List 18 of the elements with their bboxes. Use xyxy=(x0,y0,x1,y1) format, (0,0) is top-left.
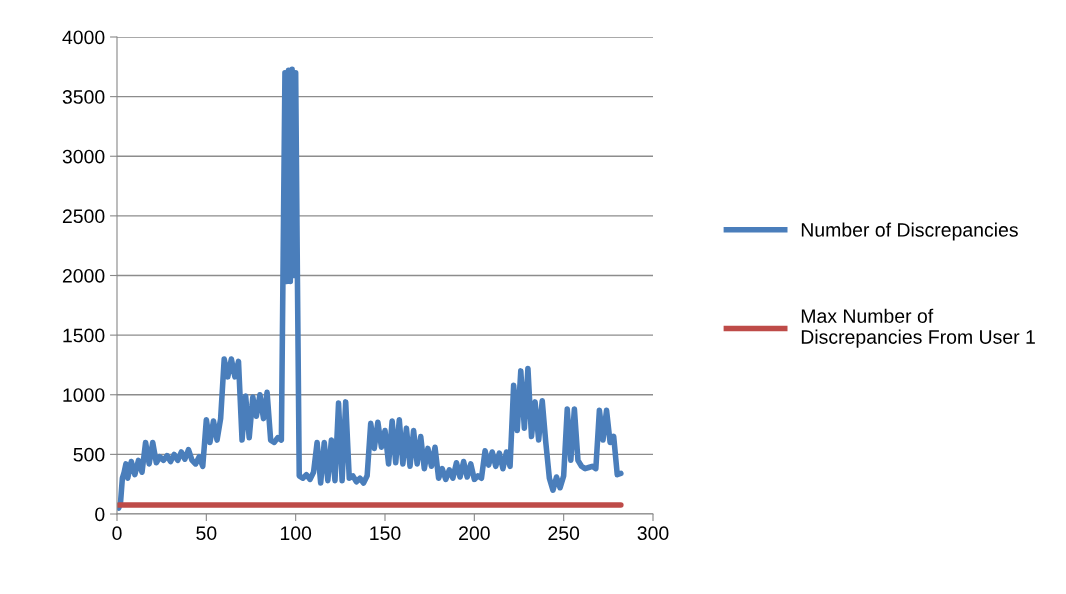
x-tick-label: 0 xyxy=(112,526,122,541)
y-tick-label: 3500 xyxy=(62,90,105,104)
y-tick-label: 4000 xyxy=(62,30,105,45)
y-tick-label: 500 xyxy=(73,447,105,462)
legend-label: Number of Discrepancies xyxy=(801,222,1018,241)
x-tick-label: 300 xyxy=(637,526,669,541)
legend-label: Max Number of Discrepancies From User 1 xyxy=(801,308,1035,348)
y-tick-label: 2500 xyxy=(62,209,105,224)
y-tick-label: 3000 xyxy=(62,149,105,164)
y-tick-label: 1500 xyxy=(63,328,105,343)
y-tick-label: 2000 xyxy=(62,268,105,283)
x-tick-label: 100 xyxy=(280,526,312,541)
x-tick-label: 150 xyxy=(370,526,401,541)
x-tick-label: 200 xyxy=(459,526,490,541)
y-tick-label: 0 xyxy=(95,507,105,522)
y-tick-label: 1000 xyxy=(63,388,105,402)
x-tick-label: 250 xyxy=(548,526,580,541)
x-tick-label: 50 xyxy=(196,526,217,541)
